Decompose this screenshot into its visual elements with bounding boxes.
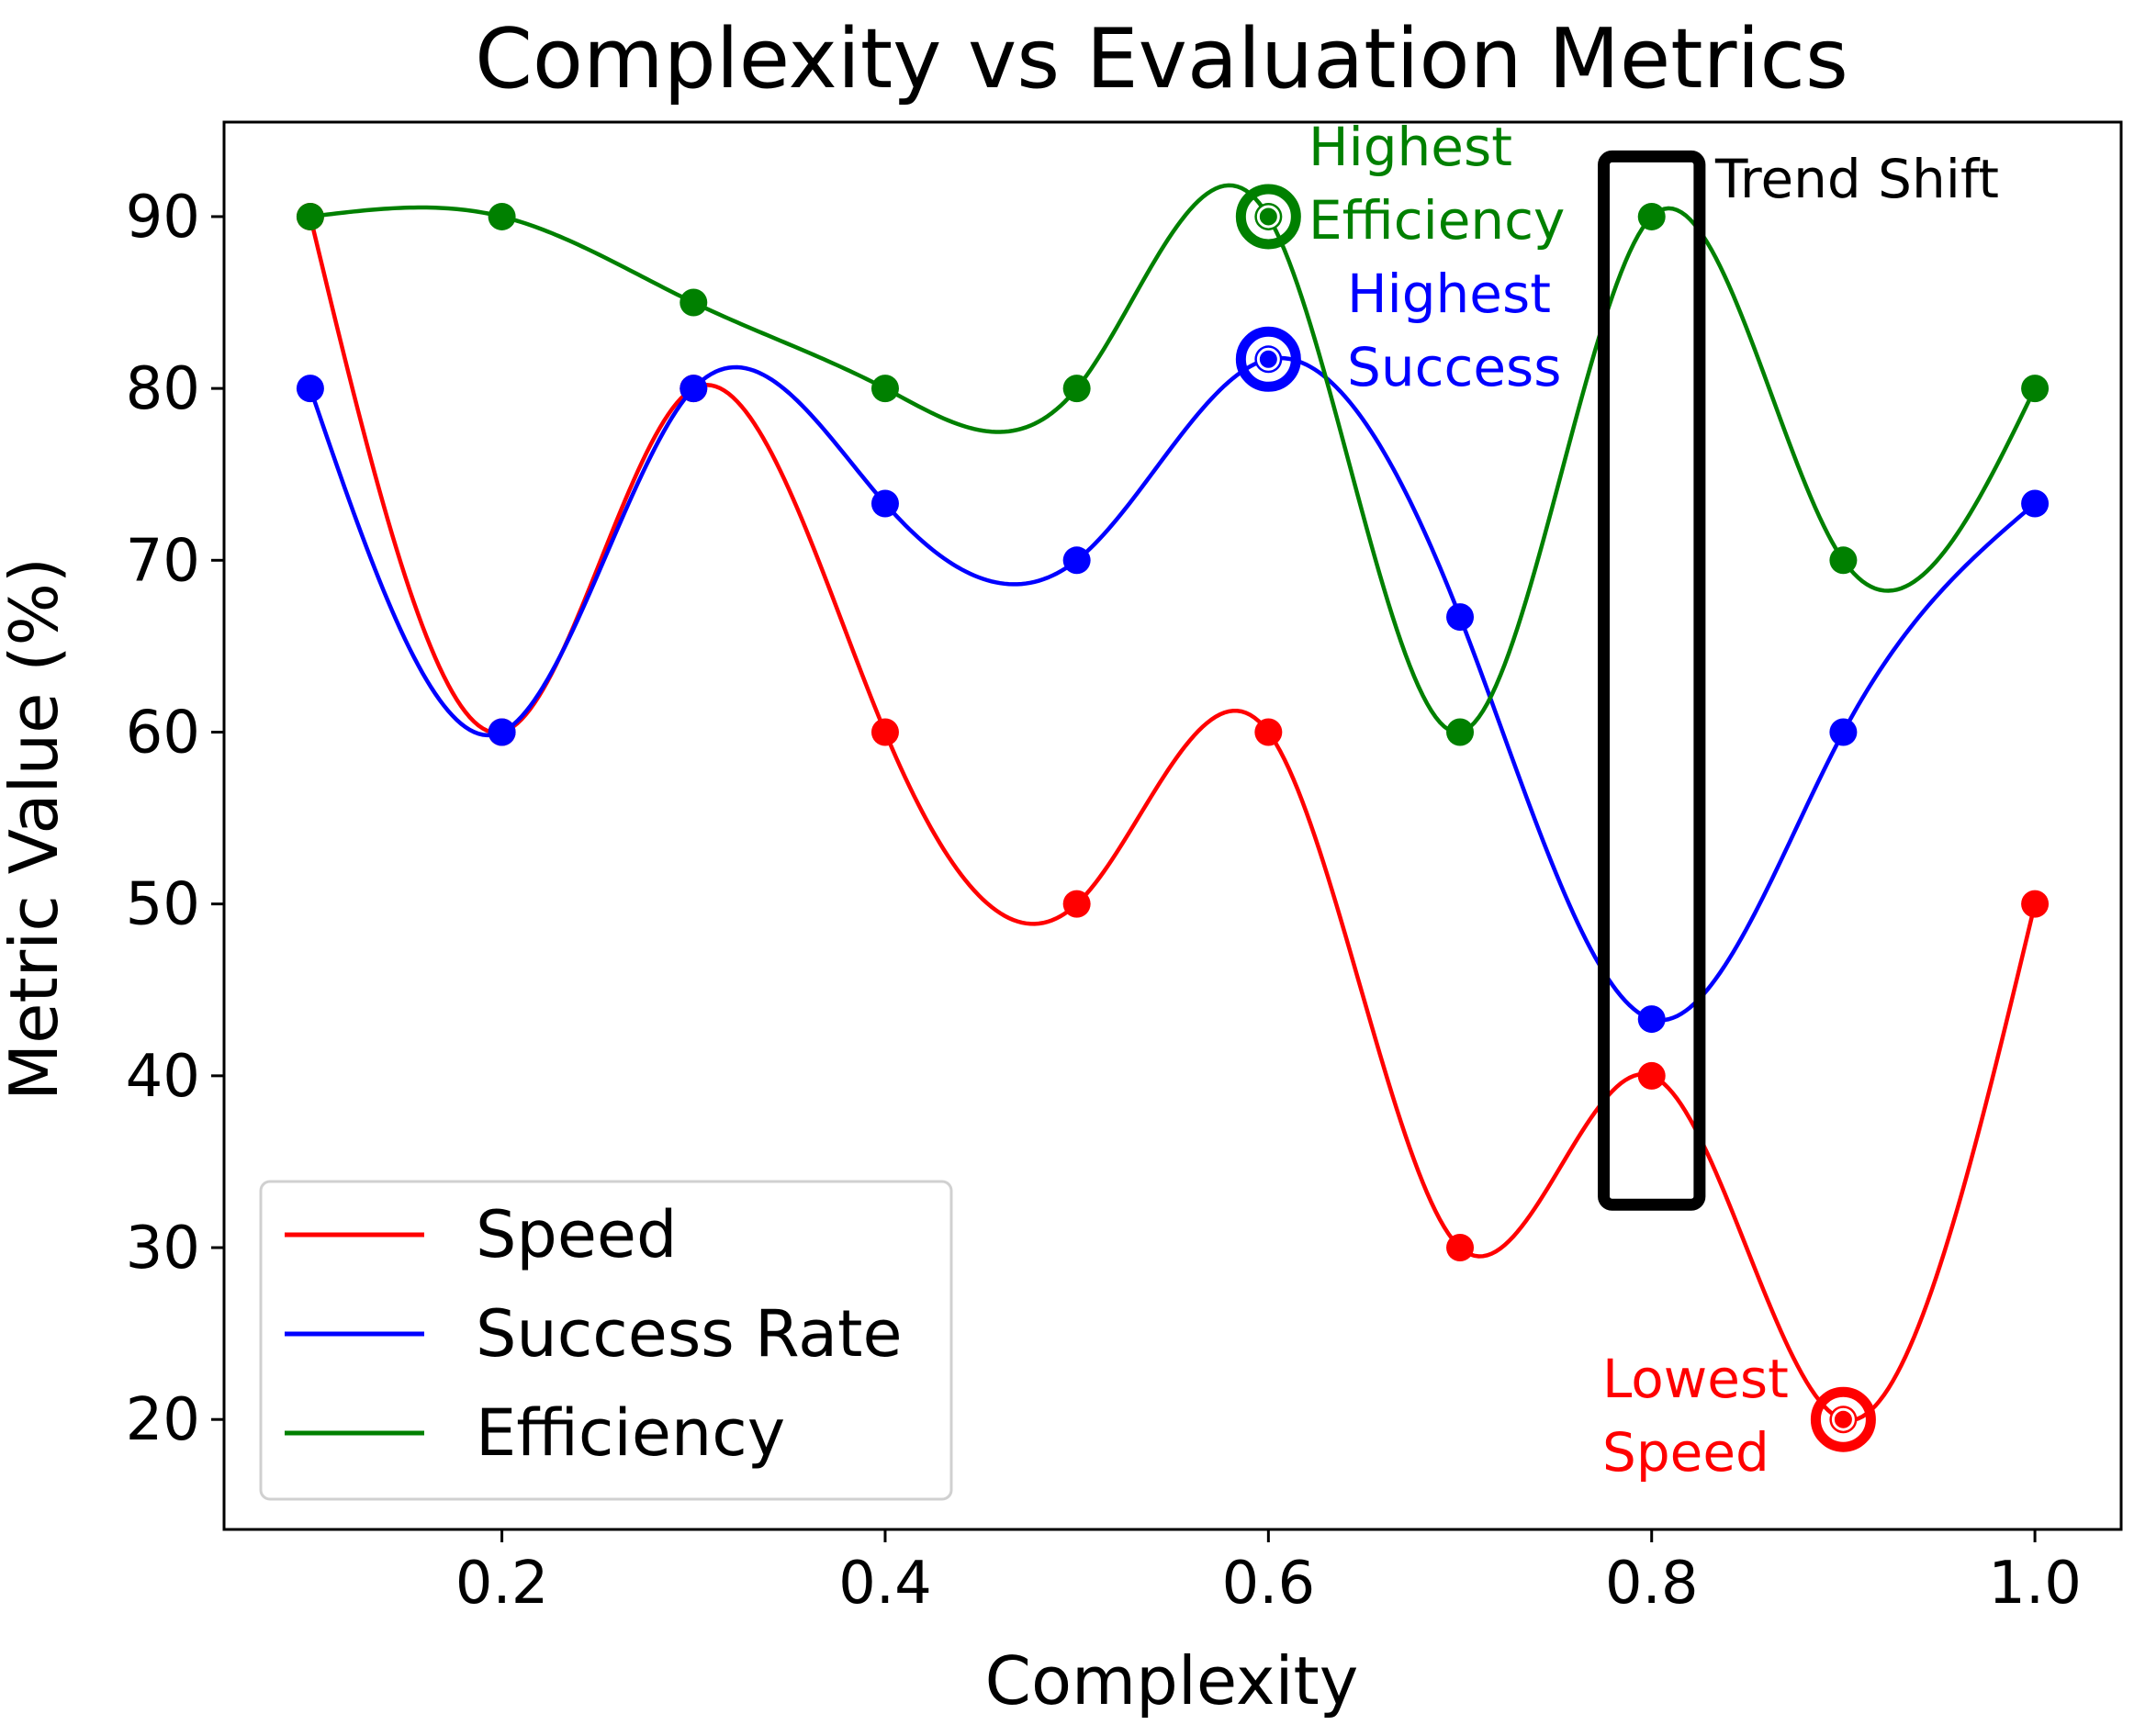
y-axis-label: Metric Value (%) [0, 557, 73, 1101]
data-point-speed [1637, 1061, 1666, 1090]
data-point-efficiency [2021, 375, 2050, 403]
y-tick-label: 50 [126, 871, 200, 939]
legend-label-speed: Speed [476, 1197, 677, 1272]
data-point-success-rate [296, 375, 324, 403]
highest-efficiency-ring [1235, 184, 1301, 250]
highest-efficiency-label: Efficiency [1308, 189, 1565, 252]
trend-shift-box [1598, 150, 1706, 1211]
data-point-success-rate [1446, 603, 1475, 632]
data-point-efficiency [1062, 375, 1091, 403]
trend-shift-label: Trend Shift [1714, 148, 1999, 210]
legend: Speed Success Rate Efficiency [259, 1180, 953, 1501]
highest-efficiency-ring-inner [1256, 205, 1280, 229]
highest-success-label: Highest [1347, 263, 1551, 325]
series-line-efficiency [309, 183, 2038, 735]
data-point-efficiency [870, 375, 899, 403]
data-point-success-rate [1062, 546, 1091, 575]
legend-label-efficiency: Efficiency [476, 1395, 785, 1471]
data-point-success-rate [488, 718, 516, 746]
y-tick-label: 40 [126, 1043, 200, 1111]
lowest-speed-ring [1810, 1386, 1876, 1452]
x-tick-label: 1.0 [1988, 1550, 2082, 1618]
x-tick-label: 0.2 [455, 1550, 549, 1618]
legend-label-success-rate: Success Rate [476, 1296, 903, 1372]
lowest-speed-ring-inner [1831, 1407, 1855, 1431]
y-tick-label: 60 [126, 699, 200, 767]
legend-frame [259, 1180, 953, 1501]
data-point-efficiency [488, 202, 516, 230]
highest-success-ring-inner [1256, 347, 1280, 371]
y-tick-label: 70 [126, 527, 200, 595]
data-point-efficiency [1829, 546, 1858, 575]
y-tick-label: 30 [126, 1215, 200, 1282]
data-point-efficiency [1637, 202, 1666, 230]
x-axis-label: Complexity [985, 1642, 1359, 1719]
x-tick-label: 0.8 [1605, 1550, 1699, 1618]
chart-title: Complexity vs Evaluation Metrics [475, 11, 1848, 107]
x-tick-label: 0.4 [838, 1550, 932, 1618]
x-tick-label: 0.6 [1221, 1550, 1315, 1618]
data-point-success-rate [1637, 1005, 1666, 1034]
y-tick-label: 90 [126, 184, 200, 252]
data-point-success-rate [1829, 718, 1858, 746]
data-point-efficiency [296, 202, 324, 230]
lowest-speed-label: Speed [1602, 1421, 1769, 1484]
data-point-speed [1062, 890, 1091, 918]
data-point-efficiency [680, 288, 708, 317]
data-point-success-rate [680, 375, 708, 403]
y-tick-label: 20 [126, 1386, 200, 1454]
data-point-speed [1254, 718, 1283, 746]
data-point-speed [2021, 890, 2050, 918]
data-point-speed [1446, 1234, 1475, 1262]
data-point-efficiency [1446, 718, 1475, 746]
data-point-speed [870, 718, 899, 746]
series-line-success-rate [308, 355, 2037, 1023]
y-tick-label: 80 [126, 355, 200, 423]
data-point-success-rate [870, 489, 899, 518]
data-point-success-rate [2021, 489, 2050, 518]
highest-success-label: Success [1347, 336, 1561, 398]
plot-frame [222, 120, 2123, 1531]
lowest-speed-label: Lowest [1602, 1348, 1789, 1410]
highest-success-ring [1235, 326, 1301, 392]
series-line-speed [308, 216, 2038, 1423]
highest-efficiency-label: Highest [1308, 116, 1512, 178]
